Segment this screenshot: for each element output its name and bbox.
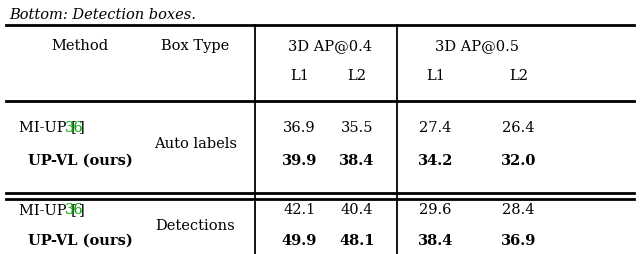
Text: 28.4: 28.4 — [502, 203, 534, 216]
Text: 39.9: 39.9 — [282, 153, 317, 167]
Text: UP-VL (ours): UP-VL (ours) — [28, 153, 132, 167]
Text: 35.5: 35.5 — [341, 120, 373, 134]
Text: UP-VL (ours): UP-VL (ours) — [28, 233, 132, 247]
Text: Auto labels: Auto labels — [154, 137, 237, 150]
Text: 38.4: 38.4 — [339, 153, 375, 167]
Text: 42.1: 42.1 — [284, 203, 316, 216]
Text: MI-UP [: MI-UP [ — [19, 120, 77, 134]
Text: 36.9: 36.9 — [284, 120, 316, 134]
Text: 36.9: 36.9 — [500, 233, 536, 247]
Text: Detections: Detections — [156, 218, 235, 232]
Text: 29.6: 29.6 — [419, 203, 451, 216]
Text: 34.2: 34.2 — [417, 153, 453, 167]
Text: ]: ] — [79, 120, 84, 134]
Text: Box Type: Box Type — [161, 39, 229, 53]
Text: MI-UP [: MI-UP [ — [19, 203, 77, 216]
Text: 38.4: 38.4 — [417, 233, 453, 247]
Text: 49.9: 49.9 — [282, 233, 317, 247]
Text: 36: 36 — [65, 203, 84, 216]
Text: L2: L2 — [348, 69, 367, 83]
Text: 32.0: 32.0 — [500, 153, 536, 167]
Text: 36: 36 — [65, 120, 84, 134]
Text: ]: ] — [79, 203, 84, 216]
Text: L2: L2 — [509, 69, 528, 83]
Text: 40.4: 40.4 — [341, 203, 373, 216]
Text: 3D AP@0.4: 3D AP@0.4 — [287, 39, 372, 53]
Text: 3D AP@0.5: 3D AP@0.5 — [435, 39, 519, 53]
Text: L1: L1 — [290, 69, 309, 83]
Text: 27.4: 27.4 — [419, 120, 451, 134]
Text: Method: Method — [51, 39, 109, 53]
Text: L1: L1 — [426, 69, 445, 83]
Text: Bottom: Detection boxes.: Bottom: Detection boxes. — [10, 8, 196, 22]
Text: 48.1: 48.1 — [339, 233, 375, 247]
Text: 26.4: 26.4 — [502, 120, 534, 134]
